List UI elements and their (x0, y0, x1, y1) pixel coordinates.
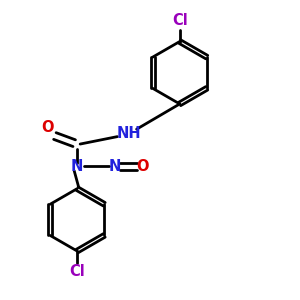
Text: N: N (71, 159, 83, 174)
Text: Cl: Cl (69, 264, 85, 279)
Text: N: N (108, 159, 121, 174)
Text: NH: NH (117, 126, 142, 141)
Text: Cl: Cl (172, 13, 188, 28)
Text: O: O (41, 120, 54, 135)
Text: O: O (136, 159, 149, 174)
